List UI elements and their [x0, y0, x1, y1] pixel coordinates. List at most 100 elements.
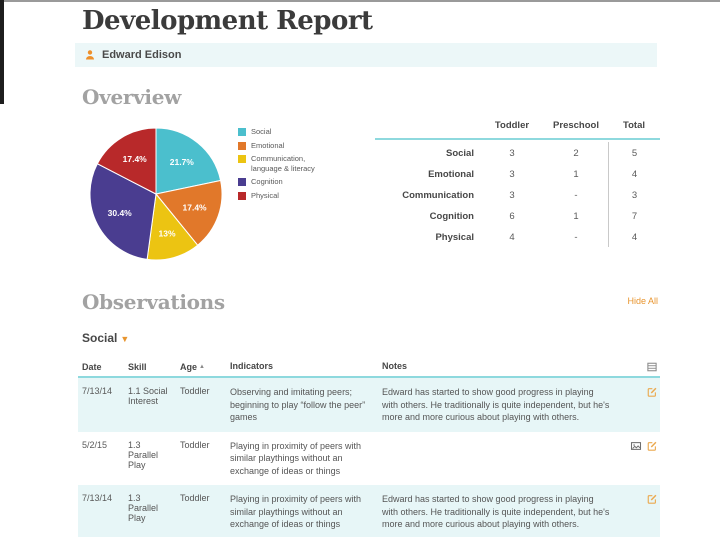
row-label: Physical	[435, 232, 474, 243]
observations-table-header: Date Skill Age ▲ Indicators Notes	[78, 357, 660, 376]
observations-table: Date Skill Age ▲ Indicators Notes 7/13/14…	[78, 357, 660, 537]
cell-skill: 1.3 Parallel Play	[128, 439, 159, 470]
col-header-preschool: Preschool	[553, 120, 599, 131]
table-row: Physical 4 - 4	[375, 226, 660, 247]
row-label: Social	[446, 148, 474, 159]
edit-icon[interactable]	[646, 386, 658, 398]
page-title: Development Report	[82, 6, 373, 36]
cell-actions	[620, 432, 660, 460]
col-header-media	[620, 358, 660, 376]
legend-label: Emotional	[251, 140, 285, 150]
pie-slice	[155, 127, 222, 195]
overview-summary-table: Toddler Preschool Total Social 3 2 5 Emo…	[375, 116, 660, 247]
legend-item: Cognition	[238, 177, 324, 187]
chart-legend: Social Emotional Communication, language…	[238, 127, 324, 204]
cell-notes	[382, 432, 620, 448]
row-label: Cognition	[429, 211, 474, 222]
cell-total: 3	[608, 184, 660, 205]
col-header-date: Date	[82, 361, 102, 372]
legend-swatch-communication	[238, 155, 246, 163]
cell-total: 4	[608, 226, 660, 247]
student-name: Edward Edison	[102, 49, 182, 61]
image-attachment-icon[interactable]	[630, 440, 642, 452]
legend-swatch-emotional	[238, 141, 246, 150]
cell-age: Toddler	[180, 493, 210, 503]
cell-toddler: 3	[509, 169, 515, 180]
cell-indicators: Playing in proximity of peers with simil…	[230, 494, 362, 529]
media-icon	[646, 361, 658, 373]
observation-row: 5/2/15 1.3 Parallel Play Toddler Playing…	[78, 431, 660, 485]
table-row: Social 3 2 5	[375, 142, 660, 163]
pie-slice	[155, 179, 223, 246]
row-label: Emotional	[428, 169, 474, 180]
legend-item: Social	[238, 127, 324, 137]
observations-heading: Observations	[82, 290, 225, 314]
overview-heading: Overview	[82, 85, 182, 109]
table-row: Communication 3 - 3	[375, 184, 660, 205]
pie-slice	[89, 163, 157, 260]
cell-date: 7/13/14	[82, 386, 113, 396]
pie-slice-label: 21.7%	[170, 157, 195, 167]
observation-row: 7/13/14 1.1 Social Interest Toddler Obse…	[78, 378, 660, 432]
hide-all-link[interactable]: Hide All	[627, 296, 658, 306]
window-left-edge	[0, 0, 4, 104]
edit-icon[interactable]	[646, 493, 658, 505]
cell-preschool: 1	[573, 169, 579, 180]
person-icon	[84, 49, 96, 61]
pie-slice-label: 30.4%	[108, 208, 133, 218]
cell-actions	[620, 485, 660, 513]
pie-slice	[96, 127, 157, 195]
legend-swatch-physical	[238, 191, 246, 200]
cell-notes: Edward has started to show good progress…	[382, 387, 610, 422]
header-divider	[78, 376, 660, 378]
col-header-empty	[375, 116, 480, 138]
sort-asc-icon: ▲	[199, 363, 205, 370]
cell-toddler: 3	[509, 148, 515, 159]
legend-label: Social	[251, 127, 272, 136]
cell-skill: 1.1 Social Interest	[128, 386, 168, 406]
cell-toddler: 4	[509, 232, 515, 243]
group-dropdown-social[interactable]: Social ▼	[82, 331, 129, 345]
cell-skill: 1.3 Parallel Play	[128, 493, 159, 523]
student-bar: Edward Edison	[75, 43, 657, 67]
cell-preschool: -	[574, 232, 578, 243]
cell-date: 7/13/14	[82, 493, 113, 503]
col-header-skill: Skill	[128, 361, 147, 372]
table-row: Cognition 6 1 7	[375, 205, 660, 226]
cell-indicators: Observing and imitating peers; beginning…	[230, 387, 366, 422]
header-divider	[375, 138, 660, 140]
cell-age: Toddler	[180, 386, 210, 396]
col-header-age[interactable]: Age ▲	[180, 361, 205, 372]
pie-slice-label: 13%	[159, 228, 176, 238]
observation-row: 7/13/14 1.3 Parallel Play Toddler Playin…	[78, 485, 660, 537]
cell-preschool: 1	[573, 211, 579, 222]
cell-total: 4	[608, 163, 660, 184]
cell-total: 7	[608, 205, 660, 226]
pie-slice-label: 17.4%	[123, 154, 148, 164]
cell-toddler: 3	[509, 190, 515, 201]
col-header-total: Total	[623, 120, 645, 131]
pie-chart: 21.7% 17.4% 13% 30.4% 17.4%	[86, 124, 226, 264]
legend-label: Cognition	[251, 177, 283, 186]
col-header-notes: Notes	[382, 361, 408, 372]
cell-actions	[620, 378, 660, 406]
cell-age: Toddler	[180, 439, 210, 450]
row-label: Communication	[402, 190, 474, 201]
legend-label: Communication, language & literacy	[251, 154, 315, 173]
window-top-edge	[0, 0, 720, 2]
col-header-indicators: Indicators	[230, 361, 274, 372]
cell-notes: Edward has started to show good progress…	[382, 494, 610, 529]
cell-preschool: 2	[573, 148, 579, 159]
edit-icon[interactable]	[646, 440, 658, 452]
table-row: Emotional 3 1 4	[375, 163, 660, 184]
legend-label: Physical	[251, 190, 279, 200]
legend-swatch-cognition	[238, 178, 246, 186]
chevron-down-icon: ▼	[120, 334, 130, 344]
legend-item: Communication, language & literacy	[238, 154, 324, 173]
cell-preschool: -	[574, 190, 578, 201]
cell-indicators: Playing in proximity of peers with simil…	[230, 440, 362, 476]
legend-item: Physical	[238, 191, 324, 201]
legend-swatch-social	[238, 128, 246, 136]
pie-slice-label: 17.4%	[183, 203, 208, 213]
